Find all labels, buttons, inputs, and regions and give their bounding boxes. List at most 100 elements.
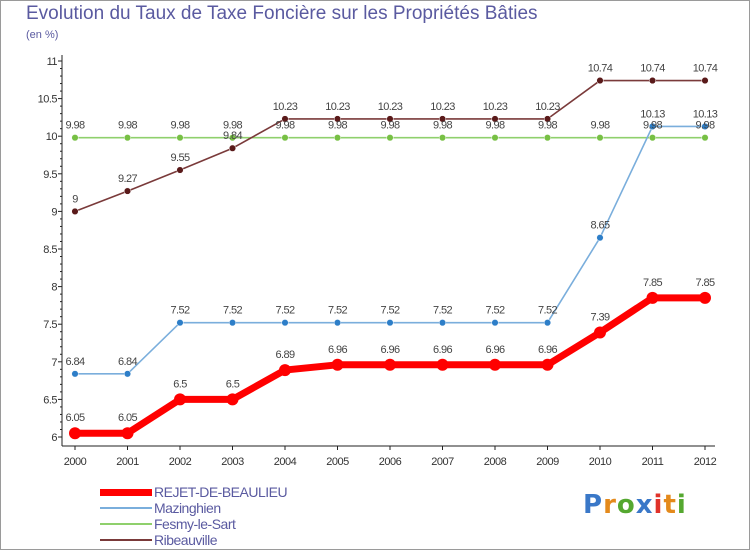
data-label-rejet-de-beaulieu: 7.39	[590, 311, 609, 323]
data-point-rejet-de-beaulieu	[69, 427, 81, 440]
data-label-ribeauville: 10.23	[325, 101, 350, 113]
data-label-rejet-de-beaulieu: 6.96	[538, 344, 557, 356]
data-point-rejet-de-beaulieu	[174, 393, 186, 406]
data-point-rejet-de-beaulieu	[541, 358, 554, 371]
data-point-ribeauville	[701, 77, 709, 85]
chart-title: Evolution du Taux de Taxe Foncière sur l…	[26, 3, 538, 24]
chart-subtitle: (en %)	[26, 29, 59, 41]
data-point-ribeauville	[648, 77, 657, 85]
data-label-fesmy-le-sart: 9.98	[118, 120, 137, 132]
logo-letter: o	[616, 490, 636, 520]
data-label-fesmy-le-sart: 9.98	[223, 120, 242, 132]
data-point-mazinghien	[228, 319, 237, 327]
line-chart: 6 6.5 7 7.5 8 8.5 9 9.5 10 10.5 11 2000 2001 2002 2003…	[38, 55, 718, 468]
data-label-ribeauville: 9.84	[223, 130, 242, 142]
data-point-fesmy-le-sart	[333, 134, 342, 142]
x-tick-label: 2012	[694, 456, 717, 468]
data-label-mazinghien: 7.52	[485, 305, 504, 317]
data-label-rejet-de-beaulieu: 7.85	[695, 277, 714, 289]
legend-item: Mazinghien	[100, 500, 287, 516]
legend: REJET-DE-BEAULIEU Mazinghien Fesmy-le-Sart…	[100, 484, 288, 548]
x-tick-label: 2011	[642, 456, 664, 468]
data-point-mazinghien	[281, 319, 289, 327]
data-label-mazinghien: 7.52	[433, 305, 452, 317]
data-point-mazinghien	[491, 319, 499, 327]
data-point-ribeauville	[176, 166, 184, 174]
data-point-rejet-de-beaulieu	[646, 291, 659, 304]
data-label-mazinghien: 7.52	[223, 305, 242, 317]
y-tick-label: 10.5	[38, 94, 58, 106]
data-point-fesmy-le-sart	[386, 134, 394, 142]
y-tick-label: 9.5	[43, 169, 57, 181]
logo-letter: r	[603, 490, 617, 520]
data-point-fesmy-le-sart	[228, 134, 237, 142]
data-point-fesmy-le-sart	[281, 134, 289, 142]
data-point-rejet-de-beaulieu	[594, 326, 606, 339]
logo-letter: t	[663, 490, 677, 520]
data-label-fesmy-le-sart: 9.98	[380, 120, 399, 132]
data-point-rejet-de-beaulieu	[226, 393, 239, 406]
legend-label: Fesmy-le-Sart	[154, 516, 236, 532]
data-point-mazinghien	[701, 122, 709, 130]
data-point-rejet-de-beaulieu	[436, 358, 449, 371]
data-point-rejet-de-beaulieu	[384, 358, 396, 371]
data-point-mazinghien	[71, 370, 79, 378]
x-tick-label: 2004	[274, 456, 297, 468]
y-tick-label: 9	[51, 206, 57, 218]
data-label-fesmy-le-sart: 9.98	[170, 120, 189, 132]
data-point-ribeauville	[438, 115, 447, 123]
x-tick-label: 2000	[64, 456, 87, 468]
data-label-ribeauville: 10.23	[378, 101, 403, 113]
data-label-fesmy-le-sart: 9.98	[433, 120, 452, 132]
legend-swatch	[100, 507, 152, 509]
x-tick-label: 2008	[484, 456, 507, 468]
data-point-mazinghien	[648, 122, 657, 130]
data-label-mazinghien: 8.65	[590, 220, 609, 232]
y-tick-label: 6	[51, 432, 57, 444]
legend-swatch	[100, 539, 152, 541]
data-point-rejet-de-beaulieu	[699, 291, 711, 304]
data-label-fesmy-le-sart: 9.98	[643, 120, 662, 132]
data-point-mazinghien	[333, 319, 342, 327]
data-point-ribeauville	[596, 77, 604, 85]
data-label-rejet-de-beaulieu: 7.85	[643, 277, 662, 289]
x-tick-label: 2003	[221, 456, 244, 468]
x-tick-label: 2010	[589, 456, 612, 468]
x-tick-label: 2007	[431, 456, 454, 468]
data-label-fesmy-le-sart: 9.98	[590, 120, 609, 132]
data-point-ribeauville	[333, 115, 342, 123]
data-point-fesmy-le-sart	[438, 134, 447, 142]
data-point-mazinghien	[123, 370, 132, 378]
data-point-ribeauville	[123, 187, 132, 195]
data-point-mazinghien	[596, 234, 604, 242]
logo-letter: i	[653, 490, 664, 520]
y-tick-label: 7.5	[43, 319, 57, 331]
data-point-fesmy-le-sart	[491, 134, 499, 142]
data-label-fesmy-le-sart: 9.98	[275, 120, 294, 132]
data-label-mazinghien: 6.84	[118, 356, 137, 368]
x-tick-label: 2002	[169, 456, 192, 468]
x-tick-label: 2001	[116, 456, 139, 468]
data-label-ribeauville: 9	[72, 193, 78, 205]
legend-label: Mazinghien	[154, 500, 221, 516]
data-label-mazinghien: 7.52	[538, 305, 557, 317]
logo-letter: P	[583, 490, 604, 520]
legend-item: Ribeauville	[100, 532, 287, 548]
data-point-rejet-de-beaulieu	[489, 358, 501, 371]
data-label-ribeauville: 9.27	[118, 173, 137, 185]
x-tick-label: 2005	[326, 456, 349, 468]
proxiti-logo: Proxiti	[583, 490, 687, 520]
data-point-ribeauville	[386, 115, 394, 123]
data-label-mazinghien: 7.52	[380, 305, 399, 317]
data-point-ribeauville	[491, 115, 499, 123]
legend-label: REJET-DE-BEAULIEU	[154, 484, 288, 500]
data-label-rejet-de-beaulieu: 6.5	[173, 378, 187, 390]
data-point-fesmy-le-sart	[648, 134, 657, 142]
y-tick-label: 11	[47, 56, 58, 68]
data-label-mazinghien: 7.52	[328, 305, 347, 317]
data-label-mazinghien: 10.13	[693, 108, 718, 120]
data-label-mazinghien: 6.84	[65, 356, 84, 368]
data-point-rejet-de-beaulieu	[279, 364, 291, 377]
legend-item: Fesmy-le-Sart	[100, 516, 287, 532]
